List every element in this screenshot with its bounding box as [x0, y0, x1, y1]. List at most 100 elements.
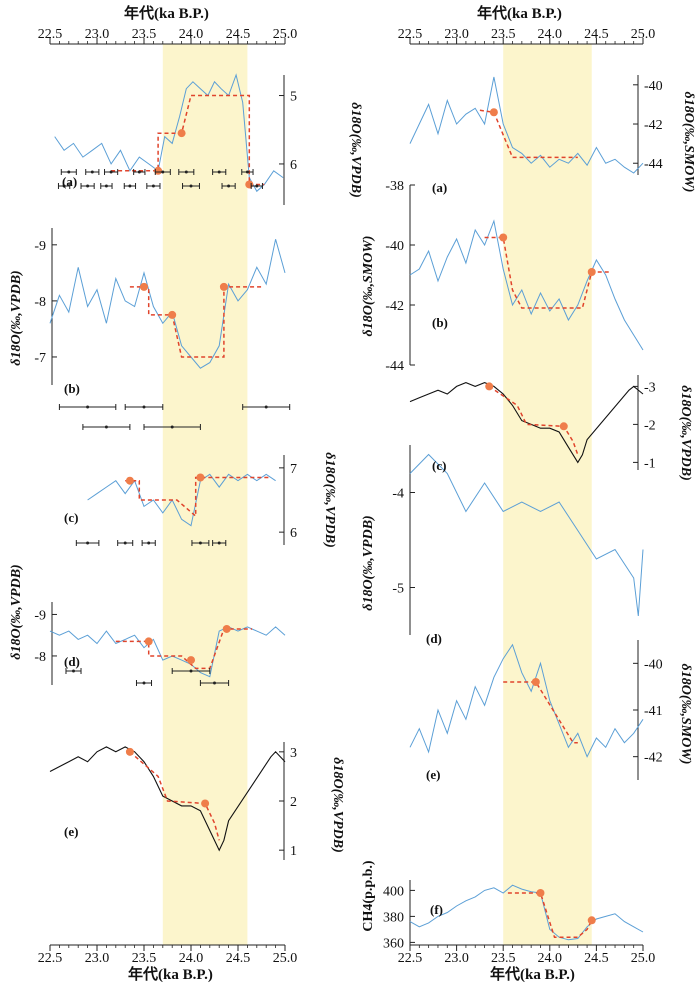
age-point-13	[189, 184, 193, 188]
age-point-24	[198, 541, 202, 545]
rightTopTicks-label-0: 22.5	[398, 27, 423, 42]
age-point-8	[62, 184, 66, 188]
rightTopTicks-label-3: 24.0	[538, 27, 563, 42]
chart-9-ytick-label-2: -42	[644, 751, 663, 766]
chart-10-ytick-label-2: 360	[383, 936, 404, 951]
left-panel-label-e: (e)	[64, 824, 78, 839]
right-b-ylabel: δ18O(‰,SMOW)	[361, 236, 376, 337]
chart-1-series-fit	[129, 286, 262, 358]
left-b-ylabel: δ18O(‰,VPDB)	[9, 270, 24, 365]
right-top-axis-title: 年代(ka B.P.)	[477, 4, 562, 22]
chart-2-breakpoint-0	[125, 476, 134, 485]
chart-2-series-fit	[125, 476, 271, 518]
chart-7-breakpoint-1	[559, 422, 568, 431]
right-bottom-axis-title: 年代(ka B.P.)	[490, 965, 575, 983]
age-point-28	[142, 681, 146, 685]
rightTopTicks-label-5: 25.0	[631, 27, 656, 42]
chart-0-ytick-label-1: 5	[290, 90, 297, 105]
age-point-6	[217, 170, 221, 174]
rightBotTicks-label-2: 23.5	[491, 951, 516, 966]
age-point-7	[245, 170, 249, 174]
leftTopTicks-label-3: 24.0	[179, 27, 204, 42]
chart-5-breakpoint-0	[489, 108, 498, 117]
age-point-2	[109, 170, 113, 174]
age-point-14	[227, 184, 231, 188]
chart-0-series-fit	[111, 94, 265, 186]
chart-6-series-record	[409, 219, 644, 351]
age-point-21	[86, 541, 90, 545]
leftTopTicks-label-5: 25.0	[273, 27, 298, 42]
chart-2-ytick-label-0: 7	[290, 462, 297, 477]
age-point-19	[104, 425, 108, 429]
age-point-23	[147, 541, 151, 545]
age-point-3	[137, 170, 141, 174]
chart-8-series-record	[409, 453, 644, 617]
chart-8-ytick-label-1: -4	[392, 487, 404, 502]
age-point-9	[86, 184, 90, 188]
left-c-ylabel: δ18O(‰,VPDB)	[322, 452, 337, 547]
right-c-ylabel: δ18O(‰,VPDB)	[678, 385, 693, 480]
chart-10-breakpoint-1	[587, 916, 596, 925]
chart-3-series-record	[49, 626, 286, 678]
right-f-ylabel: CH4(p.p.b.)	[361, 860, 376, 932]
left-a-ylabel: δ18O(‰,VPDB)	[348, 102, 363, 197]
leftTopTicks-label-1: 23.0	[85, 27, 110, 42]
left-bottom-axis-title: 年代(ka B.P.)	[128, 965, 213, 983]
chart-6-ytick-label-0: -38	[385, 179, 404, 194]
leftBotTicks-label-4: 24.5	[226, 951, 251, 966]
leftTopTicks-label-0: 22.5	[38, 27, 63, 42]
chart-0-series-record	[54, 73, 284, 193]
chart-7-series-fit	[488, 385, 579, 456]
panels: 6 5 -9 -8 -7 7 6 -9 -8 3 2 1 -40 -42 -44 -38 -40 -42 -44 -3…	[34, 73, 663, 951]
leftBotTicks-label-3: 24.0	[179, 951, 204, 966]
right-panel-label-a: (a)	[432, 180, 447, 195]
chart-6-ytick-label-2: -42	[385, 299, 404, 314]
age-point-29	[213, 681, 216, 685]
rightBotTicks-label-0: 22.5	[398, 951, 423, 966]
chart-3-breakpoint-1	[187, 656, 195, 665]
leftBotTicks-label-0: 22.5	[38, 951, 63, 966]
age-point-0	[67, 170, 71, 174]
chart-2-series-record	[87, 473, 276, 527]
chart-6-ytick-label-3: -44	[385, 359, 404, 374]
chart-1-series-record	[49, 239, 286, 369]
left-d-ylabel: δ18O(‰,VPDB)	[9, 564, 24, 659]
chart-7-series-record	[409, 382, 644, 464]
chart-4-ytick-label-0: 3	[290, 746, 297, 761]
age-point-26	[72, 669, 75, 673]
chart-5-series-fit	[479, 109, 578, 159]
age-point-25	[217, 541, 221, 545]
chart-7-breakpoint-0	[485, 382, 494, 391]
right-bottom-ticks: 22.5 23.0 23.5 24.0 24.5 25.0	[398, 945, 655, 966]
chart-10-breakpoint-0	[536, 889, 545, 897]
age-point-1	[90, 170, 94, 174]
chart-6-ytick-label-1: -40	[385, 239, 404, 254]
chart-3-ytick-label-1: -8	[34, 650, 46, 665]
age-point-27	[189, 669, 193, 673]
left-top-axis-title: 年代(ka B.P.)	[124, 4, 209, 22]
chart-8-ytick-label-0: -5	[392, 582, 404, 597]
left-panel-label-a: (a)	[62, 174, 77, 189]
chart-4-series-fit	[129, 751, 220, 841]
right-d-ylabel: δ18O(‰,VPDB)	[361, 515, 376, 610]
chart-4-ytick-label-1: 2	[290, 795, 297, 810]
leftTopTicks-label-4: 24.5	[226, 27, 251, 42]
left-panel-label-b: (b)	[64, 381, 80, 396]
leftBotTicks-label-1: 23.0	[85, 951, 110, 966]
right-panel-label-c: (c)	[432, 458, 446, 473]
right-e-ylabel: δ18O(‰,SMOW)	[678, 664, 693, 765]
leftBotTicks-label-2: 23.5	[132, 951, 157, 966]
chart-0-ytick-label-0: 6	[290, 158, 297, 173]
right-panel-label-f: (f)	[430, 902, 443, 917]
chart-9-series-fit	[503, 681, 578, 744]
chart-3-breakpoint-2	[222, 624, 231, 633]
age-point-11	[128, 184, 132, 188]
age-point-12	[151, 184, 155, 188]
right-shade-band	[503, 44, 592, 945]
chart-5-ytick-label-2: -44	[644, 157, 663, 172]
chart-0-breakpoint-0	[154, 166, 163, 175]
age-point-4	[161, 170, 165, 174]
chart-6-breakpoint-1	[587, 268, 596, 276]
age-point-18	[264, 405, 268, 409]
chart-9-ytick-label-0: -40	[644, 657, 663, 672]
